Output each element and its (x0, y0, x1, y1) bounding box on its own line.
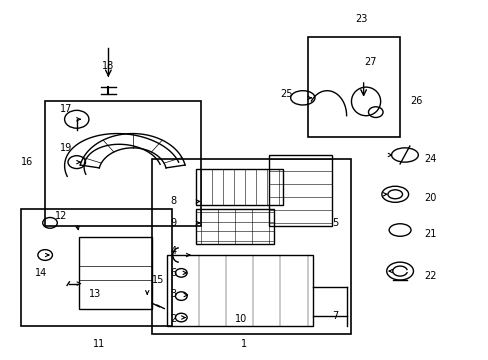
Bar (79, 237, 152, 309)
Bar (152, 158, 351, 334)
Bar (196, 208, 273, 244)
Text: 5: 5 (331, 218, 338, 228)
Text: 16: 16 (21, 157, 33, 167)
Bar (268, 155, 331, 226)
Bar (196, 169, 283, 205)
Text: 3: 3 (170, 289, 176, 299)
Text: 23: 23 (354, 14, 366, 24)
Text: 1: 1 (241, 339, 247, 349)
Text: 26: 26 (409, 96, 421, 107)
Bar (307, 37, 399, 137)
Text: 12: 12 (55, 211, 67, 221)
Text: 17: 17 (60, 104, 72, 113)
Text: 9: 9 (170, 218, 176, 228)
Text: 2: 2 (170, 314, 176, 324)
Text: 15: 15 (152, 275, 164, 285)
Bar (21, 208, 171, 327)
Text: 20: 20 (424, 193, 436, 203)
Text: 19: 19 (60, 143, 72, 153)
Text: 25: 25 (280, 89, 292, 99)
Text: 8: 8 (170, 197, 176, 206)
Text: 18: 18 (102, 61, 114, 71)
Text: 11: 11 (92, 339, 104, 349)
Text: 21: 21 (424, 229, 436, 239)
Text: 14: 14 (35, 268, 47, 278)
Text: 6: 6 (170, 268, 176, 278)
Text: 24: 24 (424, 154, 436, 163)
Text: 13: 13 (89, 289, 101, 299)
Bar (45, 102, 201, 226)
Bar (166, 255, 312, 327)
Text: 22: 22 (424, 271, 436, 282)
Text: 7: 7 (331, 311, 338, 321)
Text: 4: 4 (170, 247, 176, 256)
Text: 27: 27 (364, 57, 376, 67)
Text: 10: 10 (234, 314, 246, 324)
